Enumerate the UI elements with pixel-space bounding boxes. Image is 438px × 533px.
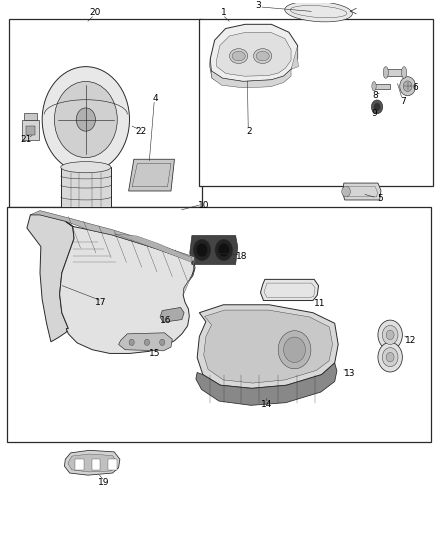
Circle shape (42, 67, 130, 173)
Bar (10, 19, 201, 207)
Circle shape (371, 100, 383, 114)
Polygon shape (27, 215, 74, 342)
Text: 21: 21 (20, 135, 32, 144)
Ellipse shape (256, 51, 269, 61)
Bar (199, 19, 433, 185)
Polygon shape (119, 333, 172, 351)
Circle shape (378, 342, 403, 372)
Circle shape (159, 339, 165, 345)
Ellipse shape (230, 49, 248, 63)
Text: 20: 20 (89, 8, 100, 17)
Text: 1: 1 (220, 8, 226, 17)
Ellipse shape (383, 67, 389, 78)
Circle shape (54, 82, 117, 158)
Circle shape (193, 239, 211, 261)
Text: 18: 18 (236, 252, 247, 261)
Bar (92, 459, 100, 470)
Circle shape (374, 103, 380, 110)
Circle shape (196, 243, 208, 257)
Polygon shape (21, 119, 39, 140)
Polygon shape (343, 183, 381, 200)
Text: 8: 8 (372, 91, 378, 100)
Ellipse shape (232, 51, 245, 61)
Polygon shape (196, 363, 337, 405)
Polygon shape (24, 113, 37, 119)
Text: 19: 19 (98, 478, 109, 487)
Polygon shape (217, 32, 291, 76)
Polygon shape (197, 305, 338, 389)
Polygon shape (374, 84, 390, 89)
Circle shape (403, 81, 412, 92)
Polygon shape (60, 221, 195, 353)
Ellipse shape (61, 161, 111, 173)
Text: 2: 2 (246, 127, 251, 136)
Polygon shape (190, 236, 238, 264)
Text: 16: 16 (160, 316, 172, 325)
Text: 13: 13 (344, 369, 356, 378)
Ellipse shape (372, 82, 376, 91)
Circle shape (386, 330, 394, 340)
Text: 5: 5 (377, 195, 382, 204)
Bar (26, 126, 35, 135)
Text: 22: 22 (136, 127, 147, 136)
Ellipse shape (278, 330, 311, 369)
Circle shape (382, 326, 398, 344)
Polygon shape (30, 211, 195, 261)
Text: 15: 15 (148, 349, 160, 358)
Ellipse shape (285, 2, 352, 22)
Circle shape (382, 348, 398, 367)
Bar (108, 459, 117, 470)
Polygon shape (160, 308, 184, 322)
Polygon shape (261, 279, 318, 301)
Ellipse shape (402, 67, 407, 78)
Bar (75, 459, 84, 470)
Text: 4: 4 (153, 94, 159, 103)
Ellipse shape (284, 337, 305, 362)
Polygon shape (129, 159, 174, 191)
Text: 3: 3 (255, 1, 261, 10)
Circle shape (378, 320, 403, 350)
Text: 9: 9 (371, 109, 377, 118)
Polygon shape (183, 257, 195, 295)
Polygon shape (64, 450, 120, 475)
Circle shape (129, 339, 134, 345)
Text: 14: 14 (261, 400, 272, 409)
Polygon shape (386, 69, 404, 76)
Ellipse shape (254, 49, 272, 63)
Polygon shape (204, 310, 332, 383)
Text: 17: 17 (95, 297, 107, 306)
Polygon shape (211, 69, 291, 88)
Text: 10: 10 (198, 201, 209, 210)
Polygon shape (114, 234, 192, 262)
Polygon shape (68, 454, 117, 472)
Circle shape (145, 339, 150, 345)
Circle shape (386, 352, 394, 362)
Text: 11: 11 (314, 299, 325, 308)
Text: 12: 12 (405, 336, 416, 345)
Polygon shape (291, 45, 298, 69)
Text: 6: 6 (413, 83, 418, 92)
Polygon shape (210, 25, 297, 82)
Circle shape (218, 243, 230, 257)
Bar (7, 207, 431, 442)
Circle shape (400, 77, 416, 96)
Polygon shape (209, 59, 223, 85)
Circle shape (342, 186, 350, 197)
Circle shape (215, 239, 233, 261)
Circle shape (76, 108, 95, 131)
Polygon shape (61, 167, 111, 207)
Text: 7: 7 (400, 96, 406, 106)
